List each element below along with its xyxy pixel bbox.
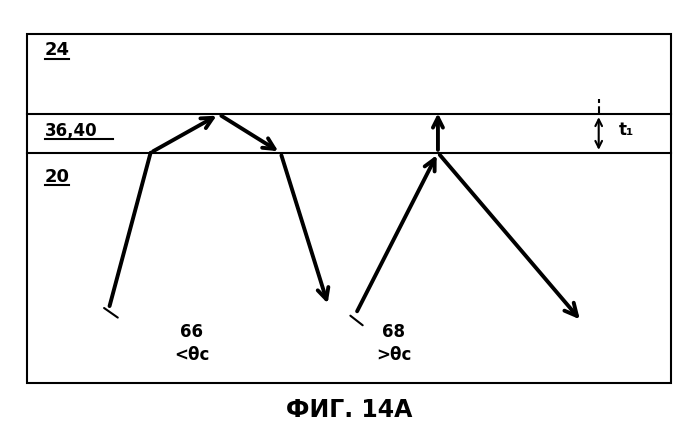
Text: t₁: t₁ <box>619 121 634 139</box>
Text: ФИГ. 14А: ФИГ. 14А <box>285 398 413 422</box>
Text: 24: 24 <box>45 42 70 59</box>
Text: 68: 68 <box>382 323 405 342</box>
Text: 20: 20 <box>45 168 70 186</box>
Text: 66: 66 <box>180 323 203 342</box>
Text: >θc: >θc <box>376 346 411 364</box>
Text: 36,40: 36,40 <box>45 122 97 140</box>
Text: <θc: <θc <box>174 346 209 364</box>
